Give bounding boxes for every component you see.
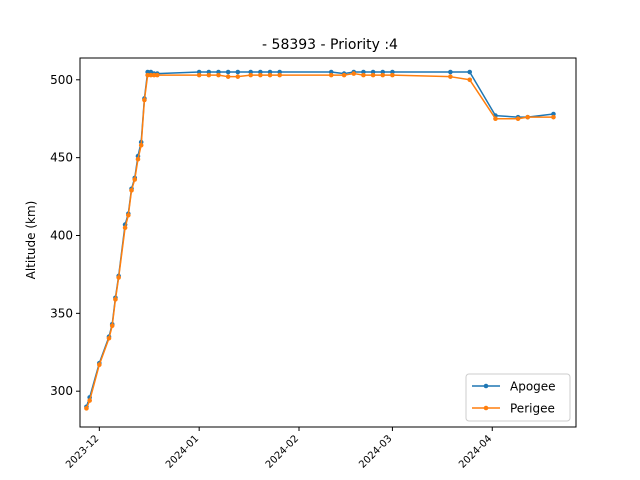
perigee-point [126,212,131,218]
y-tick-label: 350 [50,306,73,320]
perigee-point [97,362,102,368]
perigee-point [116,275,121,280]
y-tick-label: 500 [50,73,73,87]
perigee-point [132,177,138,182]
perigee-point [248,72,254,78]
perigee-point [390,72,395,78]
perigee-point [109,323,115,329]
apogee-point [448,69,453,75]
y-tick-label: 400 [50,228,73,242]
perigee-point [135,156,141,162]
perigee-point [225,74,231,79]
perigee-point [84,406,89,411]
perigee-point [493,116,498,122]
perigee-point [216,72,221,78]
legend-marker-perigee [483,405,489,411]
apogee-point [225,69,231,75]
legend-label-perigee: Perigee [510,402,555,416]
perigee-point [551,114,556,120]
y-tick-label: 300 [50,384,73,398]
perigee-point [138,142,144,148]
perigee-point [267,72,273,78]
chart-title: - 58393 - Priority :4 [262,37,398,53]
perigee-point [122,225,128,231]
perigee-point [467,77,473,83]
perigee-point [515,116,521,122]
y-axis-label: Altitude (km) [24,201,38,280]
perigee-point [235,74,241,79]
legend: Apogee Perigee [465,373,571,422]
perigee-point [277,72,282,78]
perigee-point [448,74,453,79]
legend-label-apogee: Apogee [510,380,556,394]
series-line-perigee [85,72,554,409]
perigee-point [525,114,530,120]
perigee-point [258,72,263,78]
plot-frame [79,57,577,428]
perigee-point [106,335,112,341]
perigee-point [380,72,386,78]
perigee-point [129,188,134,193]
perigee-point [142,97,147,103]
perigee-point [196,72,202,78]
perigee-point [145,72,150,78]
perigee-point [87,398,92,403]
perigee-point [113,297,118,302]
perigee-point [361,72,366,78]
perigee-point [154,72,160,78]
perigee-point [351,71,357,76]
perigee-point [341,72,347,78]
perigee-point [328,72,334,78]
legend-marker-apogee [483,383,489,389]
perigee-point [206,72,212,78]
perigee-point [148,72,154,78]
perigee-point [151,72,157,78]
apogee-point [235,69,241,75]
apogee-point [467,69,473,75]
perigee-point [370,72,376,78]
y-tick-label: 450 [50,151,73,165]
